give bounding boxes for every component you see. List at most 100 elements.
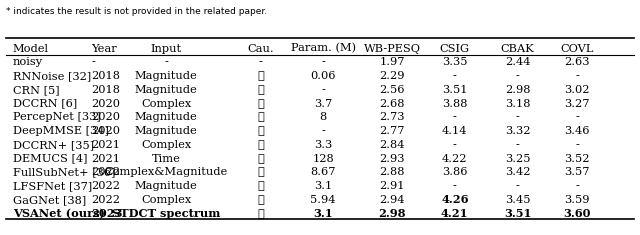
Text: -: - (453, 112, 457, 122)
Text: 2.73: 2.73 (380, 112, 405, 122)
Text: 3.35: 3.35 (442, 57, 468, 67)
Text: 3.46: 3.46 (564, 126, 590, 136)
Text: 2020: 2020 (91, 126, 120, 136)
Text: 2021: 2021 (91, 140, 120, 150)
Text: ✓: ✓ (257, 181, 264, 191)
Text: 128: 128 (312, 154, 334, 164)
Text: 3.32: 3.32 (505, 126, 531, 136)
Text: -: - (453, 140, 457, 150)
Text: 2.29: 2.29 (380, 71, 405, 81)
Text: 2021: 2021 (91, 154, 120, 164)
Text: -: - (453, 181, 457, 191)
Text: noisy: noisy (13, 57, 43, 67)
Text: 5.94: 5.94 (310, 195, 336, 205)
Text: Input: Input (151, 43, 182, 54)
Text: 2018: 2018 (91, 85, 120, 95)
Text: 2.98: 2.98 (505, 85, 531, 95)
Text: 2.77: 2.77 (380, 126, 405, 136)
Text: WB-PESQ: WB-PESQ (364, 43, 420, 54)
Text: Magnitude: Magnitude (135, 71, 198, 81)
Text: CSIG: CSIG (440, 43, 470, 54)
Text: -: - (259, 57, 262, 67)
Text: 4.14: 4.14 (442, 126, 468, 136)
Text: 3.7: 3.7 (314, 99, 332, 109)
Text: 3.57: 3.57 (564, 168, 590, 177)
Text: ✓: ✓ (257, 99, 264, 109)
Text: 2020: 2020 (91, 99, 120, 109)
Text: 3.88: 3.88 (442, 99, 468, 109)
Text: 4.21: 4.21 (441, 208, 468, 219)
Text: 3.27: 3.27 (564, 99, 590, 109)
Text: 3.51: 3.51 (504, 208, 531, 219)
Text: Complex&Magnitude: Complex&Magnitude (105, 168, 228, 177)
Text: 4.26: 4.26 (441, 195, 468, 205)
Text: 3.1: 3.1 (314, 181, 332, 191)
Text: DCCRN [6]: DCCRN [6] (13, 99, 77, 109)
Text: 2.84: 2.84 (380, 140, 405, 150)
Text: 2.63: 2.63 (564, 57, 590, 67)
Text: 8.67: 8.67 (310, 168, 336, 177)
Text: 3.42: 3.42 (505, 168, 531, 177)
Text: Magnitude: Magnitude (135, 181, 198, 191)
Text: COVL: COVL (561, 43, 594, 54)
Text: DeepMMSE [34]: DeepMMSE [34] (13, 126, 109, 136)
Text: 2022: 2022 (91, 195, 120, 205)
Text: DEMUCS [4]: DEMUCS [4] (13, 154, 87, 164)
Text: 2.91: 2.91 (380, 181, 405, 191)
Text: ✓: ✓ (257, 112, 264, 122)
Text: RNNoise [32]: RNNoise [32] (13, 71, 91, 81)
Text: 2.98: 2.98 (378, 208, 406, 219)
Text: 2022: 2022 (91, 181, 120, 191)
Text: 8: 8 (319, 112, 327, 122)
Text: DCCRN+ [35]: DCCRN+ [35] (13, 140, 94, 150)
Text: PercepNet [33]: PercepNet [33] (13, 112, 100, 122)
Text: -: - (91, 57, 95, 67)
Text: * indicates the result is not provided in the related paper.: * indicates the result is not provided i… (6, 7, 268, 16)
Text: 1.97: 1.97 (380, 57, 405, 67)
Text: ✓: ✓ (257, 126, 264, 136)
Text: -: - (516, 71, 520, 81)
Text: ✓: ✓ (257, 208, 264, 219)
Text: -: - (575, 112, 579, 122)
Text: 3.02: 3.02 (564, 85, 590, 95)
Text: 2.68: 2.68 (380, 99, 405, 109)
Text: -: - (575, 140, 579, 150)
Text: 2023: 2023 (91, 208, 123, 219)
Text: FullSubNet+ [36]: FullSubNet+ [36] (13, 168, 115, 177)
Text: VSANet (ours): VSANet (ours) (13, 208, 105, 219)
Text: 4.22: 4.22 (442, 154, 468, 164)
Text: Complex: Complex (141, 99, 191, 109)
Text: -: - (575, 181, 579, 191)
Text: ✓: ✓ (257, 154, 264, 164)
Text: -: - (516, 112, 520, 122)
Text: -: - (516, 140, 520, 150)
Text: -: - (321, 57, 325, 67)
Text: 2.88: 2.88 (380, 168, 405, 177)
Text: Magnitude: Magnitude (135, 85, 198, 95)
Text: 3.51: 3.51 (442, 85, 468, 95)
Text: 3.60: 3.60 (563, 208, 591, 219)
Text: CRN [5]: CRN [5] (13, 85, 60, 95)
Text: CBAK: CBAK (500, 43, 534, 54)
Text: -: - (164, 57, 168, 67)
Text: 3.3: 3.3 (314, 140, 332, 150)
Text: 3.52: 3.52 (564, 154, 590, 164)
Text: LFSFNet [37]: LFSFNet [37] (13, 181, 92, 191)
Text: Model: Model (13, 43, 49, 54)
Text: 2020: 2020 (91, 112, 120, 122)
Text: 2.44: 2.44 (505, 57, 531, 67)
Text: 2.56: 2.56 (380, 85, 405, 95)
Text: 3.86: 3.86 (442, 168, 468, 177)
Text: 3.1: 3.1 (313, 208, 333, 219)
Text: 0.06: 0.06 (310, 71, 336, 81)
Text: ✓: ✓ (257, 195, 264, 205)
Text: Year: Year (91, 43, 117, 54)
Text: ✓: ✓ (257, 85, 264, 95)
Text: Time: Time (152, 154, 180, 164)
Text: -: - (321, 85, 325, 95)
Text: Complex: Complex (141, 140, 191, 150)
Text: -: - (575, 71, 579, 81)
Text: Cau.: Cau. (247, 43, 274, 54)
Text: Param. (M): Param. (M) (291, 43, 356, 54)
Text: -: - (321, 126, 325, 136)
